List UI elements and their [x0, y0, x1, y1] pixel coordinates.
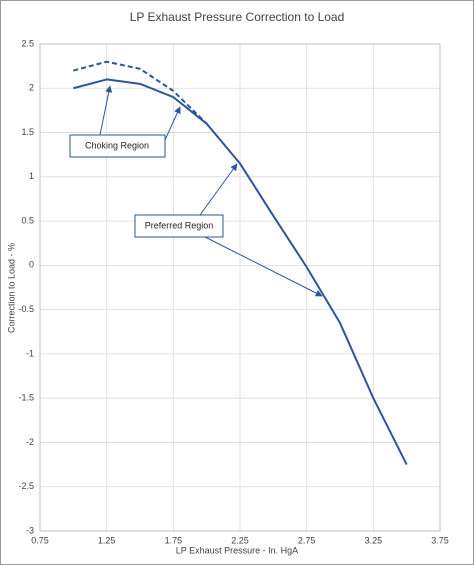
y-tick-label: 1 [29, 171, 34, 181]
plot: 2.5 2 1.5 1 0.5 0 -0.5 -1 -1.5 -2 -2.5 -30.75 1.25 1.… [18, 38, 448, 545]
annotation: Preferred Region [145, 220, 214, 230]
y-tick-label: -1.5 [18, 393, 34, 403]
annotation: Choking Region [85, 140, 149, 150]
y-axis-label: Correction to Load - % [6, 243, 16, 333]
x-tick-label: 2.25 [231, 535, 249, 545]
x-tick-label: 3.75 [431, 535, 449, 545]
x-tick-label: 0.75 [31, 535, 49, 545]
y-tick-label: 0 [29, 260, 34, 270]
y-tick-label: -0.5 [18, 304, 34, 314]
y-tick-label: 0.5 [21, 215, 34, 225]
arrow [199, 163, 238, 216]
chart-title: LP Exhaust Pressure Correction to Load [130, 10, 345, 24]
y-tick-label: 2.5 [21, 38, 34, 48]
series-line [73, 60, 208, 125]
y-tick-label: -2.5 [18, 481, 34, 491]
y-tick-label: -2 [26, 437, 34, 447]
x-tick-label: 3.25 [365, 535, 383, 545]
annotation-box [69, 134, 166, 158]
annotations: Choking Region Preferred Region [69, 85, 323, 297]
arrow [99, 85, 113, 136]
x-tick-label: 1.25 [98, 535, 116, 545]
arrow [164, 106, 181, 141]
y-tick-label: 1.5 [21, 127, 34, 137]
y-tick-label: -1 [26, 348, 34, 358]
plot-border [39, 43, 441, 532]
x-tick-label: 1.75 [165, 535, 183, 545]
series-line [73, 78, 408, 466]
y-tick-label: 2 [29, 83, 34, 93]
x-axis-label: LP Exhaust Pressure - In. HgA [176, 545, 298, 555]
arrow [204, 236, 323, 297]
y-tick-label: -3 [26, 525, 34, 535]
x-tick-label: 2.75 [298, 535, 316, 545]
annotation-box [134, 214, 224, 238]
